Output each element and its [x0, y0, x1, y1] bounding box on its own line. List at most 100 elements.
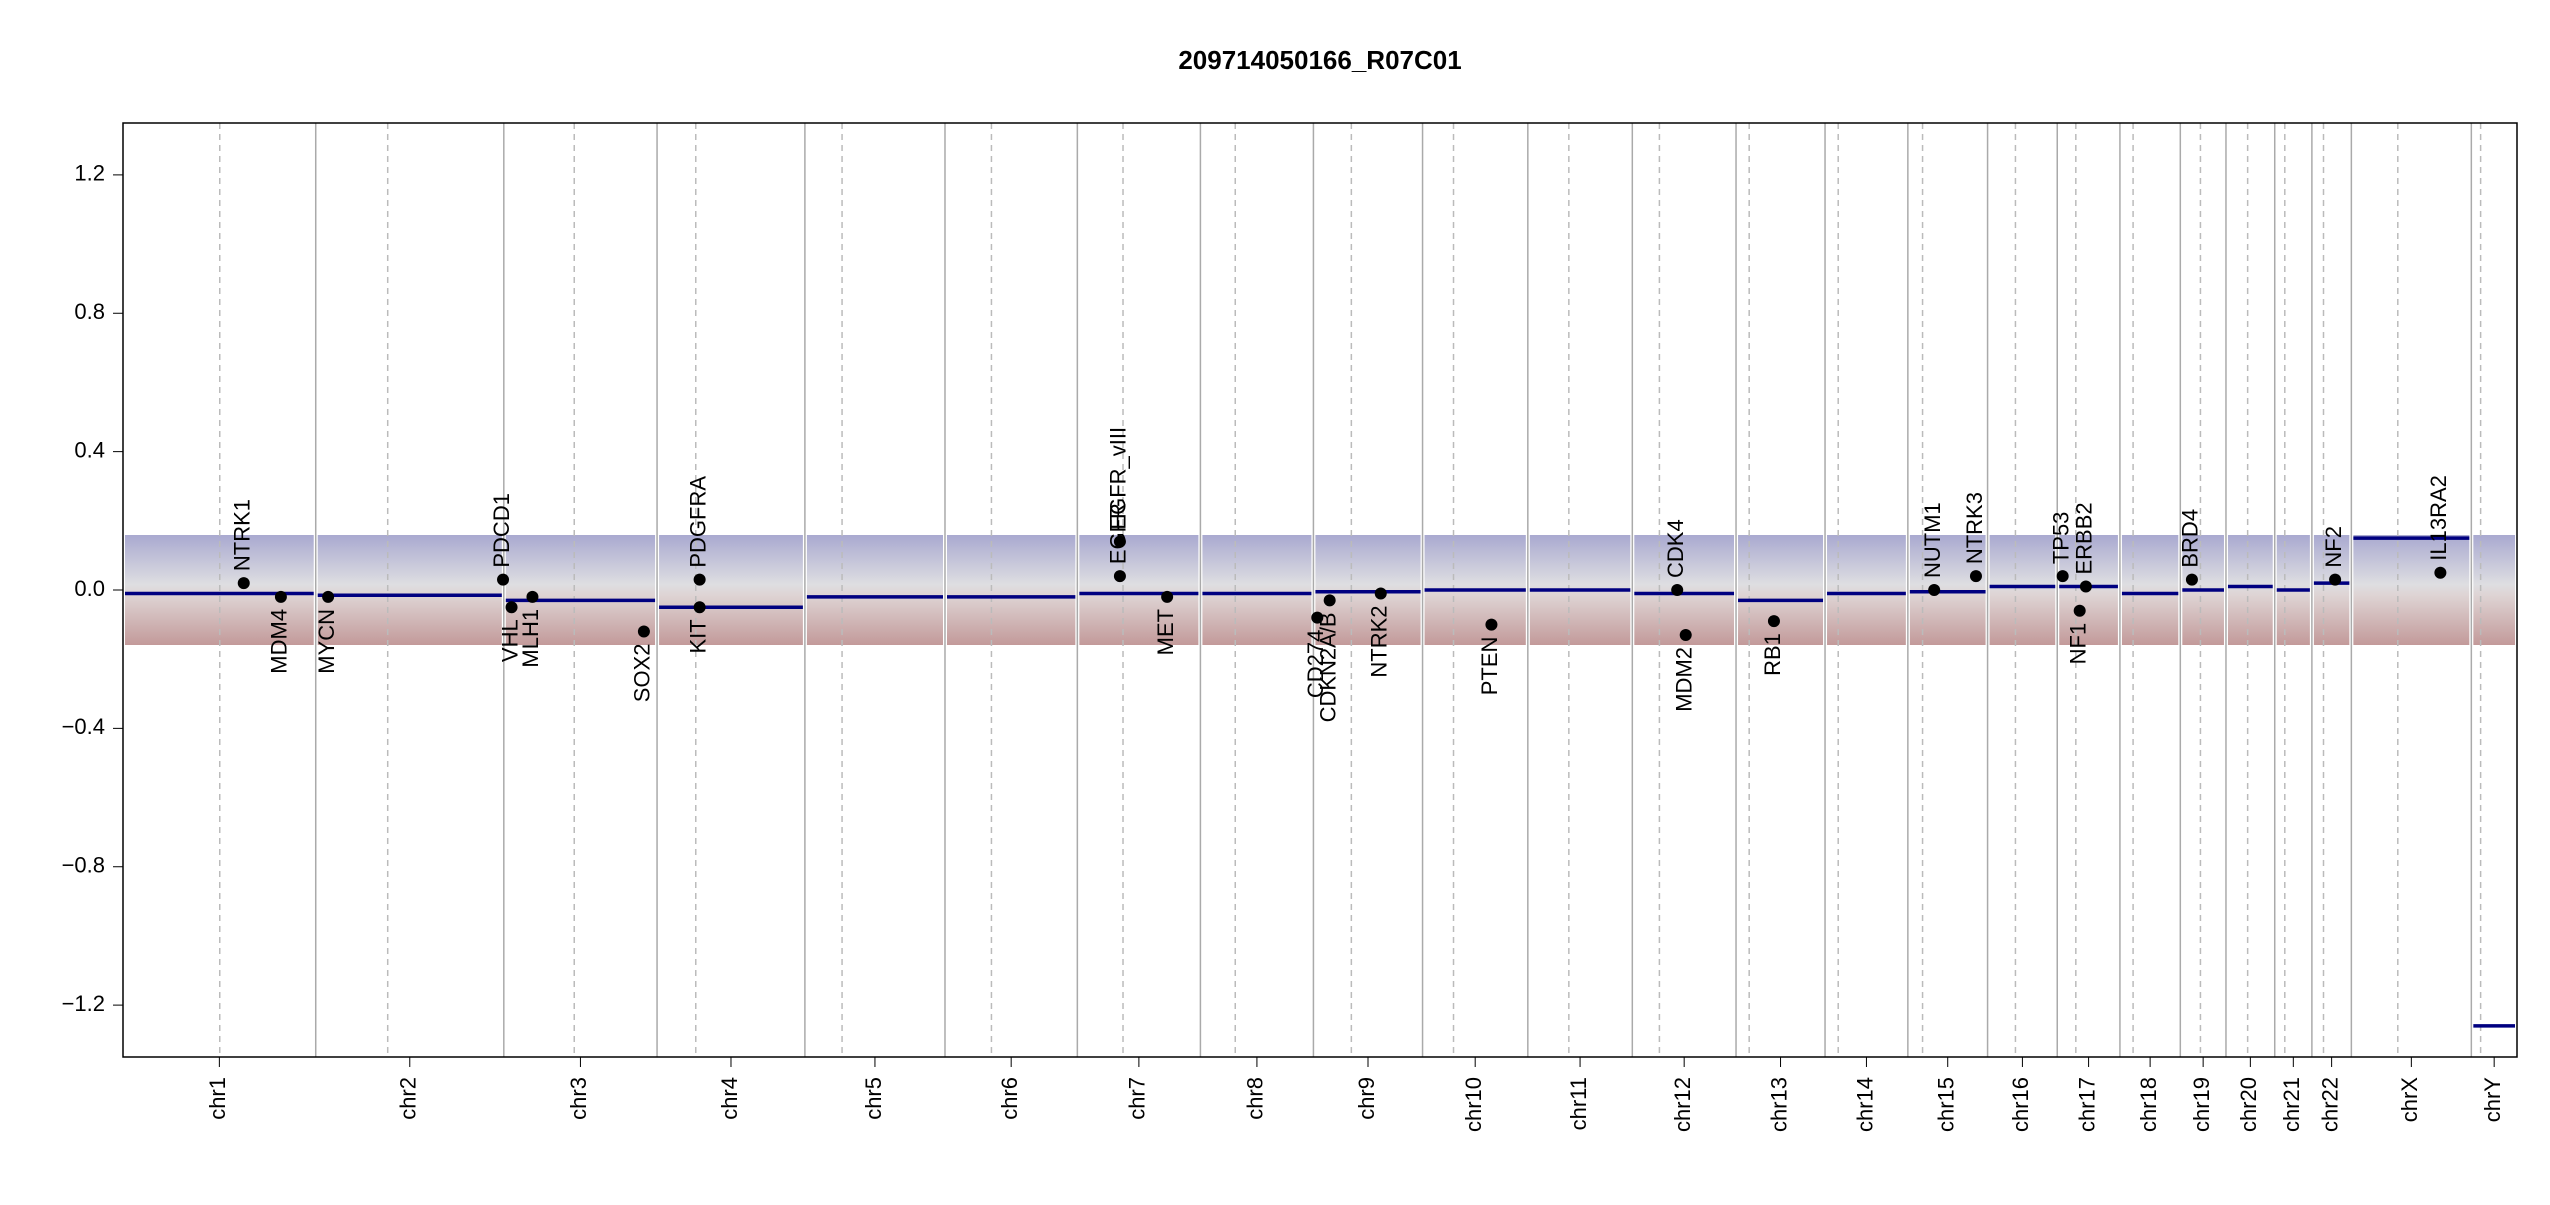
y-tick-label: 1.2 [74, 161, 105, 186]
gene-label: PTEN [1477, 637, 1502, 696]
x-tick-label: chr10 [1461, 1077, 1486, 1132]
gene-point [1374, 587, 1387, 600]
x-tick-label: chr1 [205, 1077, 230, 1120]
probe-band [1634, 535, 1735, 645]
gene-point [497, 573, 510, 586]
gene-label: TP53 [2048, 512, 2073, 565]
probe-band [946, 535, 1076, 645]
gene-point [2073, 604, 2086, 617]
gene-label: SOX2 [630, 644, 655, 703]
x-tick-label: chrY [2480, 1077, 2505, 1123]
gene-label: MET [1153, 609, 1178, 655]
probe-band [1989, 535, 2056, 645]
x-tick-label: chr21 [2279, 1077, 2304, 1132]
gene-point [1113, 570, 1126, 583]
gene-point [1485, 618, 1498, 631]
gene-point [2056, 570, 2069, 583]
gene-label: EGFR [1106, 503, 1131, 564]
gene-label: BRD4 [2178, 509, 2203, 568]
x-tick-label: chr22 [2317, 1077, 2342, 1132]
gene-label: MDM2 [1672, 647, 1697, 712]
gene-label: MLH1 [518, 609, 543, 668]
y-tick-label: 0.4 [74, 437, 105, 462]
gene-point [2329, 573, 2342, 586]
x-tick-label: chr16 [2008, 1077, 2033, 1132]
probe-band [317, 535, 502, 645]
probe-band [1202, 535, 1312, 645]
y-tick-label: −0.8 [62, 853, 105, 878]
x-tick-label: chr11 [1566, 1077, 1591, 1130]
x-tick-label: chrX [2397, 1077, 2422, 1123]
gene-point [322, 590, 335, 603]
gene-point [1671, 584, 1684, 596]
gene-label: NUTM1 [1920, 502, 1945, 578]
gene-point [237, 577, 250, 590]
probe-band [505, 535, 656, 645]
gene-point [1969, 570, 1982, 583]
gene-label: NTRK2 [1367, 605, 1392, 677]
gene-point [274, 590, 287, 603]
gene-point [1113, 535, 1126, 548]
plot-frame [122, 122, 2518, 1058]
y-tick-label: −1.2 [62, 991, 105, 1016]
gene-label: PDCD1 [489, 493, 514, 568]
gene-label: RB1 [1760, 633, 1785, 676]
x-tick-label: chr2 [396, 1077, 421, 1120]
probe-band [2473, 535, 2515, 645]
gene-point [1161, 590, 1174, 603]
gene-point [637, 625, 650, 638]
gene-label: CDKN2A/B [1315, 612, 1340, 722]
gene-label: NTRK3 [1962, 492, 1987, 564]
gene-label: CDK4 [1663, 519, 1688, 578]
x-tick-label: chr20 [2236, 1077, 2261, 1132]
probe-band [1079, 535, 1199, 645]
chart-title: 209714050166_R07C01 [1178, 45, 1461, 75]
x-tick-label: chr13 [1766, 1077, 1791, 1132]
gene-label: NF1 [2065, 623, 2090, 665]
gene-label: PDGFRA [685, 476, 710, 568]
x-tick-label: chr4 [717, 1077, 742, 1120]
gene-point [1679, 628, 1692, 641]
gene-label: NF2 [2321, 526, 2346, 568]
gene-label: IL13RA2 [2426, 475, 2451, 561]
x-tick-label: chr14 [1852, 1077, 1877, 1132]
probe-band [1738, 535, 1824, 645]
gene-label: CD274 [1303, 630, 1328, 698]
gene-label: VHL [497, 619, 522, 662]
gene-point [1767, 615, 1780, 628]
gene-point [1323, 594, 1336, 607]
gene-point [2079, 580, 2092, 593]
gene-point [505, 601, 518, 614]
x-tick-label: chr19 [2189, 1077, 2214, 1132]
probe-band [659, 535, 803, 645]
gene-point [1311, 611, 1324, 624]
probe-band [806, 535, 943, 645]
x-tick-label: chr15 [1934, 1077, 1959, 1132]
gene-label: MYCN [314, 609, 339, 674]
x-tick-label: chr8 [1243, 1077, 1268, 1120]
gene-point [2434, 566, 2447, 579]
probe-band [2313, 535, 2350, 645]
gene-point [693, 573, 706, 586]
gene-label: NTRK1 [230, 499, 255, 571]
y-tick-label: 0.0 [74, 576, 105, 601]
x-tick-label: chr18 [2136, 1077, 2161, 1132]
probe-band [1827, 535, 1906, 645]
gene-label: EGFR_vIII [1106, 427, 1131, 530]
y-tick-label: −0.4 [62, 714, 105, 739]
gene-point [1928, 584, 1941, 596]
probe-band [2121, 535, 2179, 645]
gene-label: MDM4 [267, 609, 292, 674]
probe-band [2227, 535, 2273, 645]
x-tick-label: chr17 [2074, 1077, 2099, 1132]
x-tick-label: chr3 [566, 1077, 591, 1120]
x-tick-label: chr12 [1670, 1077, 1695, 1132]
x-tick-label: chr9 [1354, 1077, 1379, 1120]
gene-point [693, 601, 706, 614]
gene-label: ERBB2 [2072, 502, 2097, 574]
gene-label: KIT [685, 619, 710, 653]
plot: −1.2 −0.8 −0.4 0.0 0.4 0.8 1.2 chr1 chr2 chr3 chr4… [62, 123, 2515, 1132]
x-tick-label: chr5 [861, 1077, 886, 1120]
